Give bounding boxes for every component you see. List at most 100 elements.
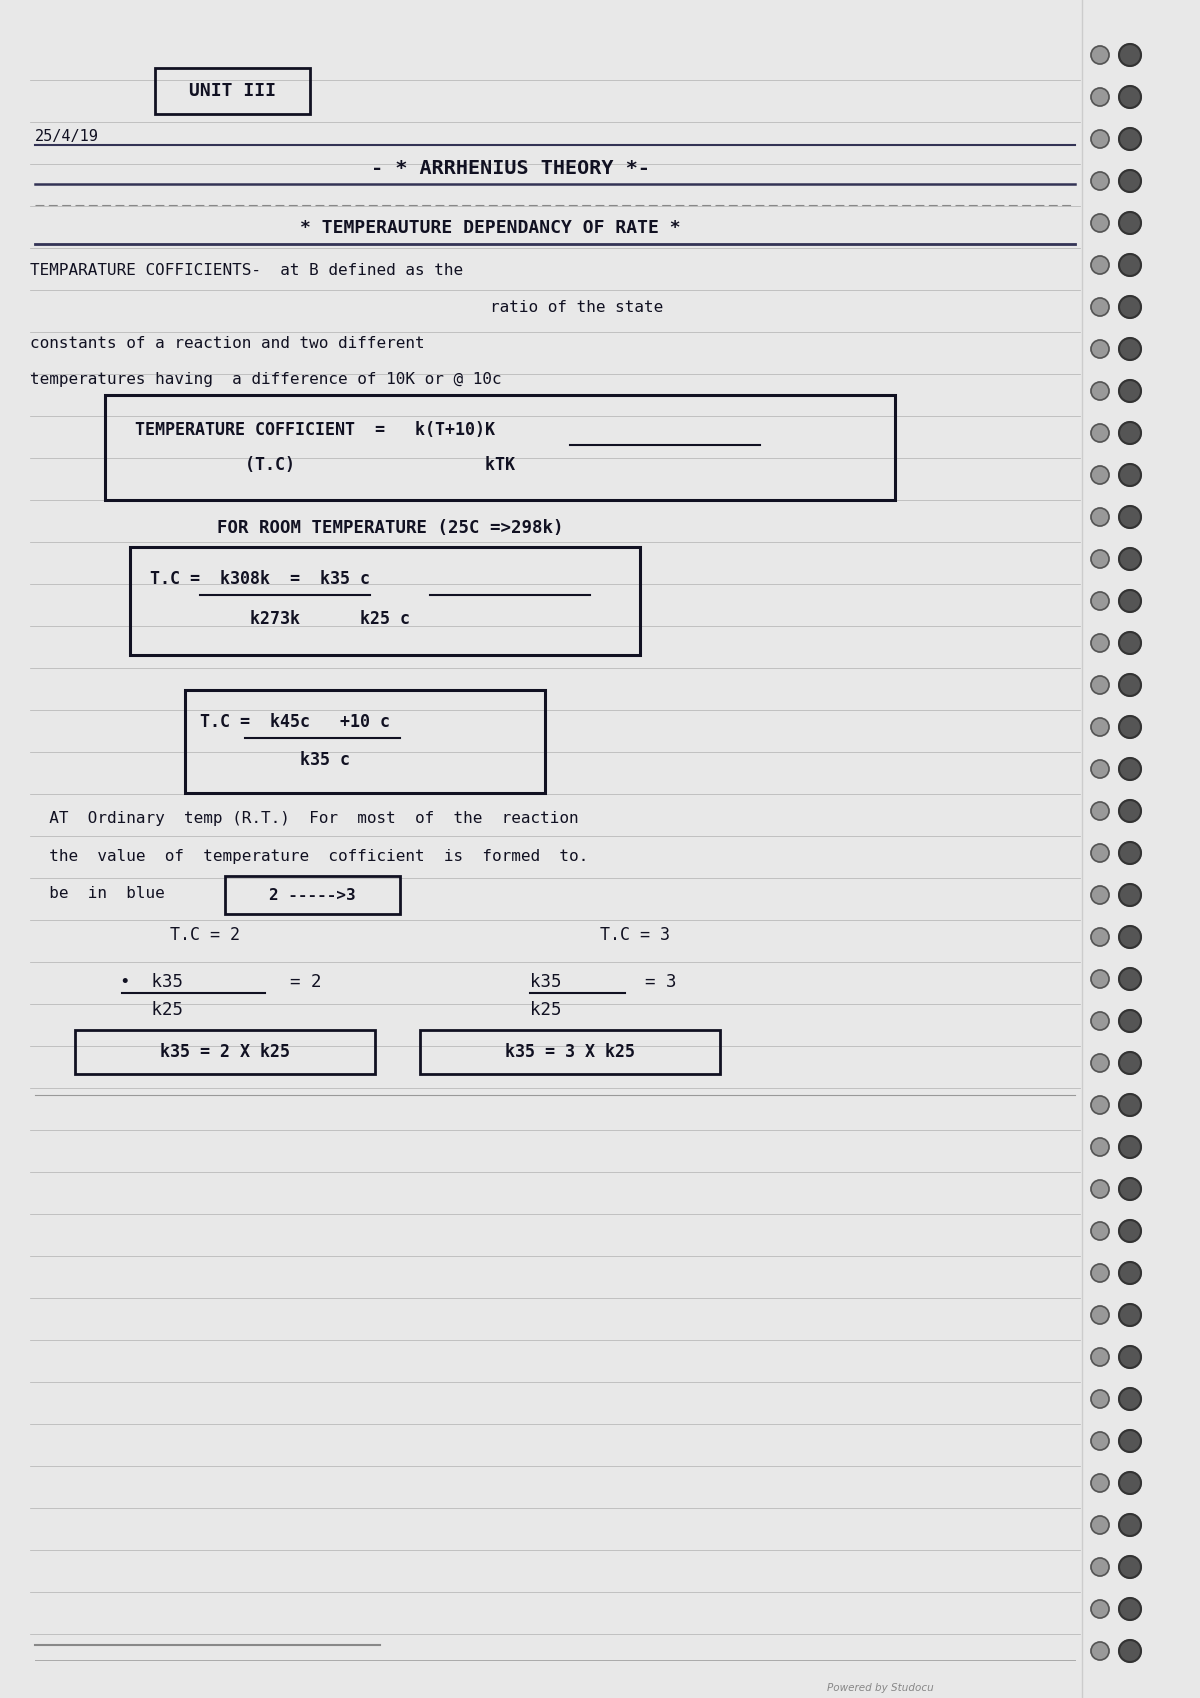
Circle shape [1120,548,1141,571]
Circle shape [1091,761,1109,778]
Circle shape [1120,757,1141,779]
Circle shape [1120,506,1141,528]
Circle shape [1120,1136,1141,1158]
Circle shape [1120,1387,1141,1409]
Circle shape [1120,1262,1141,1284]
Text: 2 ----->3: 2 ----->3 [269,888,356,903]
Circle shape [1120,1010,1141,1032]
Circle shape [1091,256,1109,273]
Circle shape [1120,1347,1141,1369]
Text: T.C =  k45c   +10 c: T.C = k45c +10 c [200,713,390,732]
Circle shape [1091,1431,1109,1450]
Bar [106,396,895,499]
Text: Powered by Studocu: Powered by Studocu [827,1683,934,1693]
Text: temperatures having  a difference of 10K or @ 10c: temperatures having a difference of 10K … [30,372,502,387]
Circle shape [1120,44,1141,66]
Text: FOR ROOM TEMPERATURE (25C =>298k): FOR ROOM TEMPERATURE (25C =>298k) [217,520,563,537]
Circle shape [1091,171,1109,190]
Circle shape [1120,925,1141,947]
Text: k35 c: k35 c [200,751,350,769]
Circle shape [1120,338,1141,360]
Circle shape [1091,718,1109,735]
Text: constants of a reaction and two different: constants of a reaction and two differen… [30,336,425,350]
Circle shape [1091,1095,1109,1114]
Circle shape [1120,380,1141,402]
Circle shape [1120,885,1141,907]
Circle shape [1091,46,1109,65]
Circle shape [1091,214,1109,233]
Circle shape [1120,127,1141,149]
Circle shape [1120,464,1141,486]
Text: k25: k25 [120,1002,182,1019]
Circle shape [1091,801,1109,820]
Circle shape [1091,1306,1109,1324]
Circle shape [1120,1304,1141,1326]
Circle shape [1120,1219,1141,1241]
Text: (T.C)                   kTK: (T.C) kTK [134,457,515,474]
Text: TEMPARATURE COFFICIENTS-  at B defined as the: TEMPARATURE COFFICIENTS- at B defined as… [30,263,463,277]
Circle shape [1091,970,1109,988]
Circle shape [1120,1515,1141,1537]
Circle shape [1120,1598,1141,1620]
Circle shape [1091,88,1109,105]
Circle shape [1091,1600,1109,1618]
Text: AT  Ordinary  temp (R.T.)  For  most  of  the  reaction: AT Ordinary temp (R.T.) For most of the … [30,810,578,825]
Bar [185,689,545,793]
Circle shape [1091,1138,1109,1156]
Circle shape [1091,886,1109,903]
Text: UNIT III: UNIT III [190,82,276,100]
Bar [74,1031,374,1075]
Circle shape [1091,1012,1109,1031]
Circle shape [1120,1640,1141,1662]
Circle shape [1091,340,1109,358]
Circle shape [1120,717,1141,739]
Circle shape [1091,131,1109,148]
Circle shape [1120,800,1141,822]
Circle shape [1091,1054,1109,1071]
Text: the  value  of  temperature  cofficient  is  formed  to.: the value of temperature cofficient is f… [30,849,588,864]
Circle shape [1120,423,1141,443]
Text: T.C = 2: T.C = 2 [170,925,240,944]
Circle shape [1091,1474,1109,1493]
Text: - * ARRHENIUS THEORY *-: - * ARRHENIUS THEORY *- [371,158,649,178]
Circle shape [1120,295,1141,318]
Circle shape [1120,842,1141,864]
Text: = 3: = 3 [646,973,677,992]
Text: k35 = 2 X k25: k35 = 2 X k25 [140,1043,310,1061]
Circle shape [1120,1430,1141,1452]
Text: = 2: = 2 [290,973,322,992]
Circle shape [1091,1642,1109,1661]
Circle shape [1091,633,1109,652]
Text: * TEMPERAUTURE DEPENDANCY OF RATE *: * TEMPERAUTURE DEPENDANCY OF RATE * [300,219,680,238]
Circle shape [1091,1263,1109,1282]
Circle shape [1120,255,1141,277]
Circle shape [1091,929,1109,946]
Circle shape [1120,1555,1141,1577]
Circle shape [1091,1223,1109,1240]
Text: T.C = 3: T.C = 3 [600,925,670,944]
Text: be  in  blue: be in blue [30,885,164,900]
Circle shape [1120,674,1141,696]
Circle shape [1120,1472,1141,1494]
Bar [155,68,310,114]
Text: k25: k25 [530,1002,562,1019]
Text: k273k      k25 c: k273k k25 c [150,610,410,628]
Circle shape [1120,968,1141,990]
Text: •  k35: • k35 [120,973,182,992]
Text: 25/4/19: 25/4/19 [35,129,98,144]
Circle shape [1091,299,1109,316]
Circle shape [1091,844,1109,863]
Circle shape [1091,1559,1109,1576]
Circle shape [1091,1180,1109,1199]
Circle shape [1120,589,1141,611]
Bar [420,1031,720,1075]
Circle shape [1091,593,1109,610]
Circle shape [1091,382,1109,401]
Circle shape [1120,87,1141,109]
Circle shape [1091,465,1109,484]
Circle shape [1120,170,1141,192]
Circle shape [1091,676,1109,694]
Circle shape [1091,550,1109,569]
Circle shape [1091,508,1109,526]
Circle shape [1120,212,1141,234]
